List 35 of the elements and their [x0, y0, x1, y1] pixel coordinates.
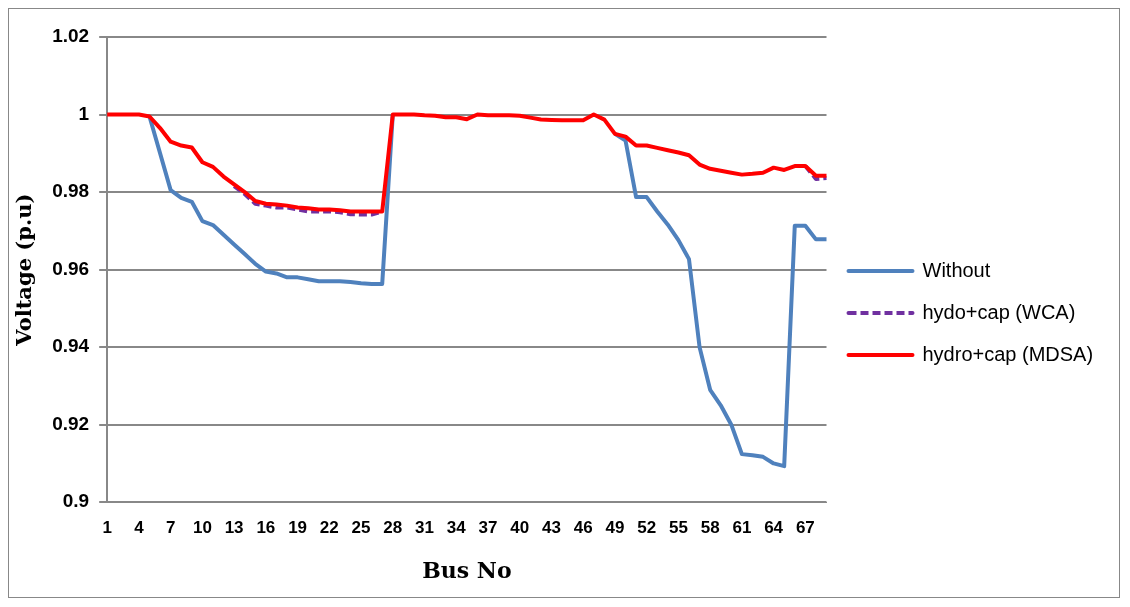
legend-label: hydo+cap (WCA) [922, 300, 1076, 323]
y-tick-label: 0.96 [52, 257, 90, 279]
x-tick-label: 28 [383, 518, 403, 538]
x-tick-label: 22 [319, 518, 339, 538]
x-tick-label: 46 [573, 518, 593, 538]
x-tick-label: 40 [510, 518, 530, 538]
x-tick-label: 31 [415, 518, 434, 538]
x-axis-title: Bus No [422, 556, 512, 583]
x-tick-label: 10 [192, 518, 212, 538]
y-tick-label: 1.02 [52, 25, 90, 47]
x-tick-label: 13 [224, 518, 244, 538]
legend-label: hydro+cap (MDSA) [922, 342, 1094, 365]
legend-label: Without [922, 258, 991, 281]
x-tick-label: 58 [700, 518, 720, 538]
x-tick-label: 64 [764, 518, 784, 538]
x-tick-label: 61 [732, 518, 752, 538]
x-tick-label: 34 [446, 518, 467, 538]
x-tick-label: 1 [102, 518, 112, 538]
x-tick-label: 19 [288, 518, 308, 538]
x-tick-label: 25 [351, 518, 371, 538]
y-tick-label: 1 [78, 102, 90, 124]
y-tick-label: 0.92 [52, 412, 90, 434]
x-tick-label: 55 [668, 518, 688, 538]
y-tick-label: 0.98 [52, 180, 90, 202]
y-axis-title: Voltage (p.u) [11, 193, 37, 347]
y-tick-label: 0.94 [52, 335, 90, 357]
x-tick-label: 67 [795, 518, 815, 538]
x-tick-label: 37 [478, 518, 498, 538]
x-tick-label: 7 [165, 518, 176, 538]
y-tick-label: 0.9 [62, 490, 90, 512]
x-tick-label: 16 [256, 518, 276, 538]
x-tick-label: 49 [605, 518, 625, 538]
x-tick-label: 52 [637, 518, 657, 538]
x-tick-label: 43 [542, 518, 561, 538]
x-tick-label: 4 [134, 518, 145, 538]
